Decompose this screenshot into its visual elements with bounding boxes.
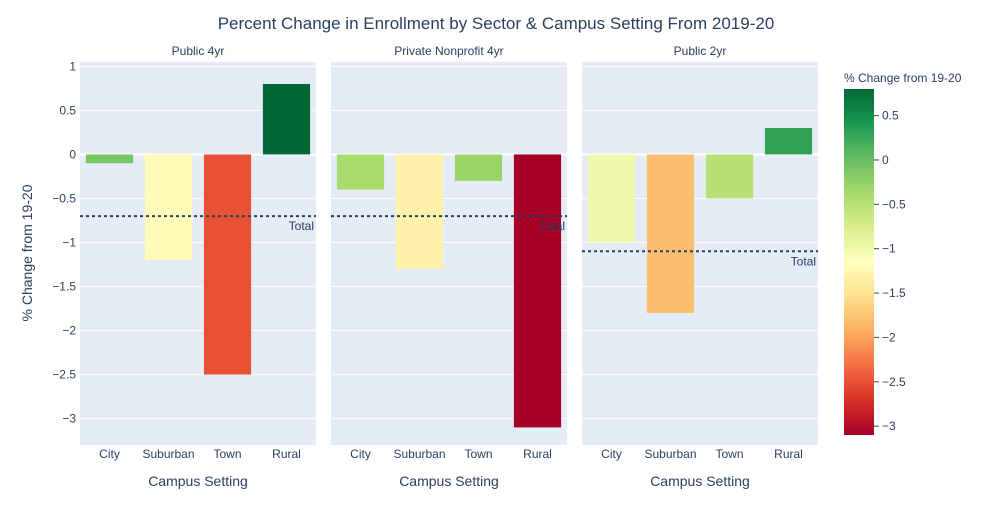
- bar-rural: [513, 154, 562, 428]
- colorbar-tick-label: −1.5: [882, 286, 906, 300]
- x-tick-label: Town: [715, 447, 743, 461]
- y-tick-label: −1: [62, 235, 76, 249]
- colorbar-tick-label: −2: [882, 330, 896, 344]
- bar-city: [85, 154, 134, 164]
- panel-2: Private Nonprofit 4yr City Suburban Town Rur…: [331, 44, 567, 489]
- x-tick-label: Rural: [774, 447, 803, 461]
- bar-town: [454, 154, 503, 181]
- bar-city: [336, 154, 385, 190]
- bar-suburban: [395, 154, 444, 269]
- bar-rural: [262, 84, 311, 155]
- y-tick-label: 0: [69, 147, 76, 161]
- x-tick-label: Suburban: [644, 447, 696, 461]
- x-tick-label: Town: [213, 447, 241, 461]
- total-label: Total: [289, 219, 314, 233]
- x-tick-label: Suburban: [142, 447, 194, 461]
- panel-1: Public 4yr City Suburban Town Rural Total Camp…: [80, 44, 316, 489]
- x-tick-label: City: [601, 447, 622, 461]
- x-axis-title: Campus Setting: [650, 473, 750, 489]
- bar-town: [705, 154, 754, 199]
- chart-title: Percent Change in Enrollment by Sector &…: [218, 14, 775, 33]
- plot-background: [582, 62, 818, 445]
- x-tick-label: City: [99, 447, 120, 461]
- x-tick-label: City: [350, 447, 371, 461]
- bar-suburban: [144, 154, 193, 261]
- colorbar-tick-label: −1: [882, 242, 896, 256]
- x-tick-label: Rural: [272, 447, 301, 461]
- bar-suburban: [646, 154, 695, 313]
- y-tick-label: −2: [62, 324, 76, 338]
- panel-title: Private Nonprofit 4yr: [394, 44, 503, 58]
- y-tick-label: −3: [62, 412, 76, 426]
- total-label: Total: [540, 219, 565, 233]
- bar-city: [587, 154, 636, 243]
- colorbar-gradient: [844, 89, 874, 435]
- y-tick-label: −1.5: [52, 280, 76, 294]
- bar-rural: [764, 128, 813, 155]
- panel-title: Public 4yr: [172, 44, 225, 58]
- total-label: Total: [791, 254, 816, 268]
- colorbar-tick-label: 0: [882, 153, 889, 167]
- colorbar-tick-label: −3: [882, 419, 896, 433]
- x-tick-label: Suburban: [393, 447, 445, 461]
- y-tick-label: −0.5: [52, 191, 76, 205]
- colorbar-title: % Change from 19-20: [844, 71, 962, 85]
- y-tick-label: 1: [69, 59, 76, 73]
- x-tick-label: Town: [464, 447, 492, 461]
- bar-town: [203, 154, 252, 375]
- panel-title: Public 2yr: [674, 44, 727, 58]
- x-axis-title: Campus Setting: [399, 473, 499, 489]
- y-axis-title: % Change from 19-20: [19, 184, 35, 321]
- colorbar-tick-label: 0.5: [882, 109, 899, 123]
- y-tick-label: −2.5: [52, 368, 76, 382]
- panel-3: Public 2yr City Suburban Town Rural Total Camp…: [582, 44, 818, 489]
- x-axis-title: Campus Setting: [148, 473, 248, 489]
- x-tick-label: Rural: [523, 447, 552, 461]
- y-tick-label: 0.5: [59, 103, 76, 117]
- colorbar-tick-label: −0.5: [882, 197, 906, 211]
- colorbar-tick-label: −2.5: [882, 375, 906, 389]
